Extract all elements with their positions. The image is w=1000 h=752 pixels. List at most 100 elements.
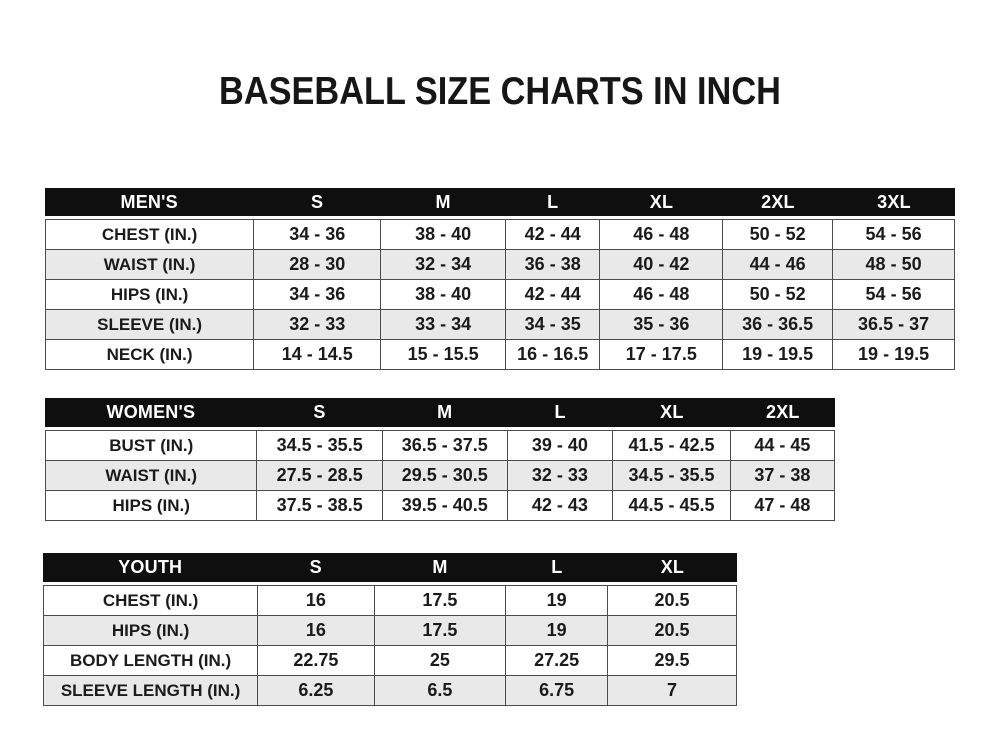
table-cell: 20.5 <box>607 585 737 616</box>
table-row: CHEST (IN.) 16 17.5 19 20.5 <box>42 585 737 616</box>
row-label: NECK (IN.) <box>44 339 255 370</box>
table-header-cell: XL <box>649 191 674 212</box>
table-cell: 27.25 <box>505 645 609 676</box>
table-header-cell: MEN'S <box>120 191 178 212</box>
youth-table-body: CHEST (IN.) 16 17.5 19 20.5 HIPS (IN.) 1… <box>42 585 737 706</box>
table-cell: 44.5 - 45.5 <box>612 490 731 521</box>
table-header-cell: L <box>551 557 563 577</box>
table-row: WAIST (IN.) 27.5 - 28.5 29.5 - 30.5 32 -… <box>44 460 836 491</box>
table-cell: 34.5 - 35.5 <box>256 430 383 461</box>
table-cell: 19 <box>505 615 609 646</box>
table-cell: 17.5 <box>373 615 507 646</box>
table-cell: 42 - 44 <box>504 219 601 250</box>
table-cell: 28 - 30 <box>253 249 382 280</box>
table-cell: 54 - 56 <box>832 219 955 250</box>
table-cell: 19 - 19.5 <box>832 339 955 370</box>
table-header-cell: S <box>309 557 322 577</box>
row-label: WAIST (IN.) <box>44 460 258 491</box>
page-title: BASEBALL SIZE CHARTS IN INCH <box>219 70 781 113</box>
table-row: CHEST (IN.) 34 - 36 38 - 40 42 - 44 46 -… <box>44 219 955 250</box>
table-cell: 50 - 52 <box>722 219 834 250</box>
table-header-cell: M <box>437 402 453 422</box>
table-header-cell: M <box>432 557 448 577</box>
table-cell: 16 - 16.5 <box>504 339 601 370</box>
table-header-cell: 3XL <box>877 191 911 212</box>
table-cell: 29.5 - 30.5 <box>381 460 508 491</box>
table-cell: 36 - 36.5 <box>722 309 834 340</box>
table-cell: 42 - 44 <box>504 279 601 310</box>
table-cell: 20.5 <box>607 615 737 646</box>
table-cell: 32 - 33 <box>506 460 614 491</box>
table-row: BODY LENGTH (IN.) 22.75 25 27.25 29.5 <box>42 645 737 676</box>
table-header-cell: XL <box>660 402 684 422</box>
table-cell: 6.5 <box>373 675 507 706</box>
table-cell: 7 <box>607 675 737 706</box>
table-cell: 6.25 <box>257 675 375 706</box>
table-header-cell: 2XL <box>761 191 795 212</box>
row-label: WAIST (IN.) <box>44 249 255 280</box>
womens-size-table: WOMEN'S S M L XL 2XL BUST (IN.) 34.5 - 3… <box>44 398 836 521</box>
table-row: SLEEVE LENGTH (IN.) 6.25 6.5 6.75 7 <box>42 675 737 706</box>
row-label: SLEEVE (IN.) <box>44 309 255 340</box>
table-cell: 46 - 48 <box>599 279 724 310</box>
table-header-cell: WOMEN'S <box>106 402 196 422</box>
table-cell: 41.5 - 42.5 <box>612 430 731 461</box>
table-cell: 36 - 38 <box>504 249 601 280</box>
table-cell: 39.5 - 40.5 <box>381 490 508 521</box>
mens-table-body: CHEST (IN.) 34 - 36 38 - 40 42 - 44 46 -… <box>44 219 955 370</box>
table-cell: 38 - 40 <box>380 279 506 310</box>
mens-header-row: MEN'S S M L XL 2XL 3XL <box>45 188 955 216</box>
mens-size-table: MEN'S S M L XL 2XL 3XL CHEST (IN.) 34 - … <box>44 188 955 370</box>
youth-header-row: YOUTH S M L XL <box>43 553 737 582</box>
table-row: BUST (IN.) 34.5 - 35.5 36.5 - 37.5 39 - … <box>44 430 836 461</box>
table-cell: 32 - 34 <box>380 249 506 280</box>
table-cell: 46 - 48 <box>599 219 724 250</box>
table-cell: 14 - 14.5 <box>253 339 382 370</box>
table-header-cell: S <box>313 402 326 422</box>
table-header-cell: S <box>310 191 324 212</box>
table-cell: 40 - 42 <box>599 249 724 280</box>
table-cell: 16 <box>257 585 375 616</box>
table-cell: 34 - 36 <box>253 279 382 310</box>
row-label: BUST (IN.) <box>44 430 258 461</box>
table-cell: 15 - 15.5 <box>380 339 506 370</box>
table-cell: 32 - 33 <box>253 309 382 340</box>
row-label: BODY LENGTH (IN.) <box>42 645 259 676</box>
table-cell: 47 - 48 <box>729 490 836 521</box>
table-cell: 36.5 - 37.5 <box>381 430 508 461</box>
table-cell: 19 - 19.5 <box>722 339 834 370</box>
table-cell: 42 - 43 <box>506 490 614 521</box>
table-cell: 38 - 40 <box>380 219 506 250</box>
table-cell: 34 - 36 <box>253 219 382 250</box>
table-cell: 16 <box>257 615 375 646</box>
row-label: CHEST (IN.) <box>44 219 255 250</box>
table-cell: 37.5 - 38.5 <box>256 490 383 521</box>
table-header-cell: YOUTH <box>118 557 183 577</box>
table-row: SLEEVE (IN.) 32 - 33 33 - 34 34 - 35 35 … <box>44 309 955 340</box>
youth-size-table: YOUTH S M L XL CHEST (IN.) 16 17.5 19 20… <box>42 553 737 706</box>
table-cell: 35 - 36 <box>599 309 724 340</box>
table-cell: 19 <box>505 585 609 616</box>
table-cell: 33 - 34 <box>380 309 506 340</box>
table-cell: 27.5 - 28.5 <box>256 460 383 491</box>
table-row: HIPS (IN.) 34 - 36 38 - 40 42 - 44 46 - … <box>44 279 955 310</box>
table-cell: 54 - 56 <box>832 279 955 310</box>
table-cell: 39 - 40 <box>506 430 614 461</box>
table-cell: 25 <box>373 645 507 676</box>
row-label: HIPS (IN.) <box>42 615 259 646</box>
womens-header-row: WOMEN'S S M L XL 2XL <box>45 398 835 427</box>
table-cell: 50 - 52 <box>722 279 834 310</box>
womens-table-body: BUST (IN.) 34.5 - 35.5 36.5 - 37.5 39 - … <box>44 430 836 521</box>
table-cell: 36.5 - 37 <box>832 309 955 340</box>
row-label: HIPS (IN.) <box>44 279 255 310</box>
table-cell: 29.5 <box>607 645 737 676</box>
table-cell: 34 - 35 <box>504 309 601 340</box>
table-header-cell: L <box>547 191 559 212</box>
table-row: WAIST (IN.) 28 - 30 32 - 34 36 - 38 40 -… <box>44 249 955 280</box>
table-cell: 44 - 46 <box>722 249 834 280</box>
table-header-cell: 2XL <box>766 402 800 422</box>
table-row: HIPS (IN.) 37.5 - 38.5 39.5 - 40.5 42 - … <box>44 490 836 521</box>
row-label: HIPS (IN.) <box>44 490 258 521</box>
table-header-cell: L <box>554 402 566 422</box>
